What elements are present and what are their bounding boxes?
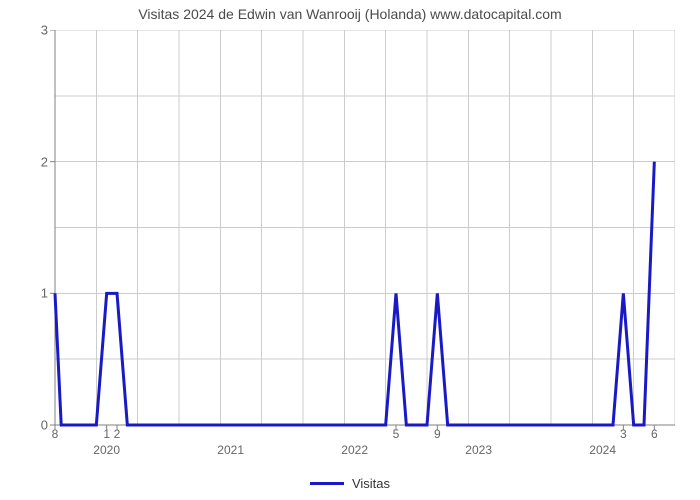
- x-tick-minor-label: 5: [393, 427, 400, 441]
- x-tick-minor-label: 1: [103, 427, 110, 441]
- legend-swatch: [310, 482, 344, 485]
- x-tick-minor-label: 2: [114, 427, 121, 441]
- legend-label: Visitas: [352, 476, 390, 491]
- x-tick-year-label: 2020: [93, 443, 120, 457]
- y-tick-label: 1: [8, 286, 48, 301]
- chart-container: Visitas 2024 de Edwin van Wanrooij (Hola…: [0, 0, 700, 500]
- plot-area: [55, 30, 675, 425]
- x-tick-year-label: 2023: [465, 443, 492, 457]
- chart-svg: [49, 30, 675, 431]
- y-tick-label: 0: [8, 418, 48, 433]
- x-axis-minor-ticks: 8 12 5 9 3 6: [55, 427, 675, 443]
- y-tick-label: 3: [8, 23, 48, 38]
- chart-title: Visitas 2024 de Edwin van Wanrooij (Hola…: [0, 6, 700, 22]
- x-tick-minor-label: 6: [651, 427, 658, 441]
- y-tick-label: 2: [8, 154, 48, 169]
- x-tick-minor-label: 8: [52, 427, 59, 441]
- x-tick-year-label: 2022: [341, 443, 368, 457]
- x-tick-minor-label: 9: [434, 427, 441, 441]
- x-tick-minor-label: 3: [620, 427, 627, 441]
- x-tick-year-label: 2021: [217, 443, 244, 457]
- legend: Visitas: [0, 475, 700, 491]
- x-tick-year-label: 2024: [589, 443, 616, 457]
- x-axis-year-ticks: 2020 2021 2022 2023 2024: [55, 443, 675, 459]
